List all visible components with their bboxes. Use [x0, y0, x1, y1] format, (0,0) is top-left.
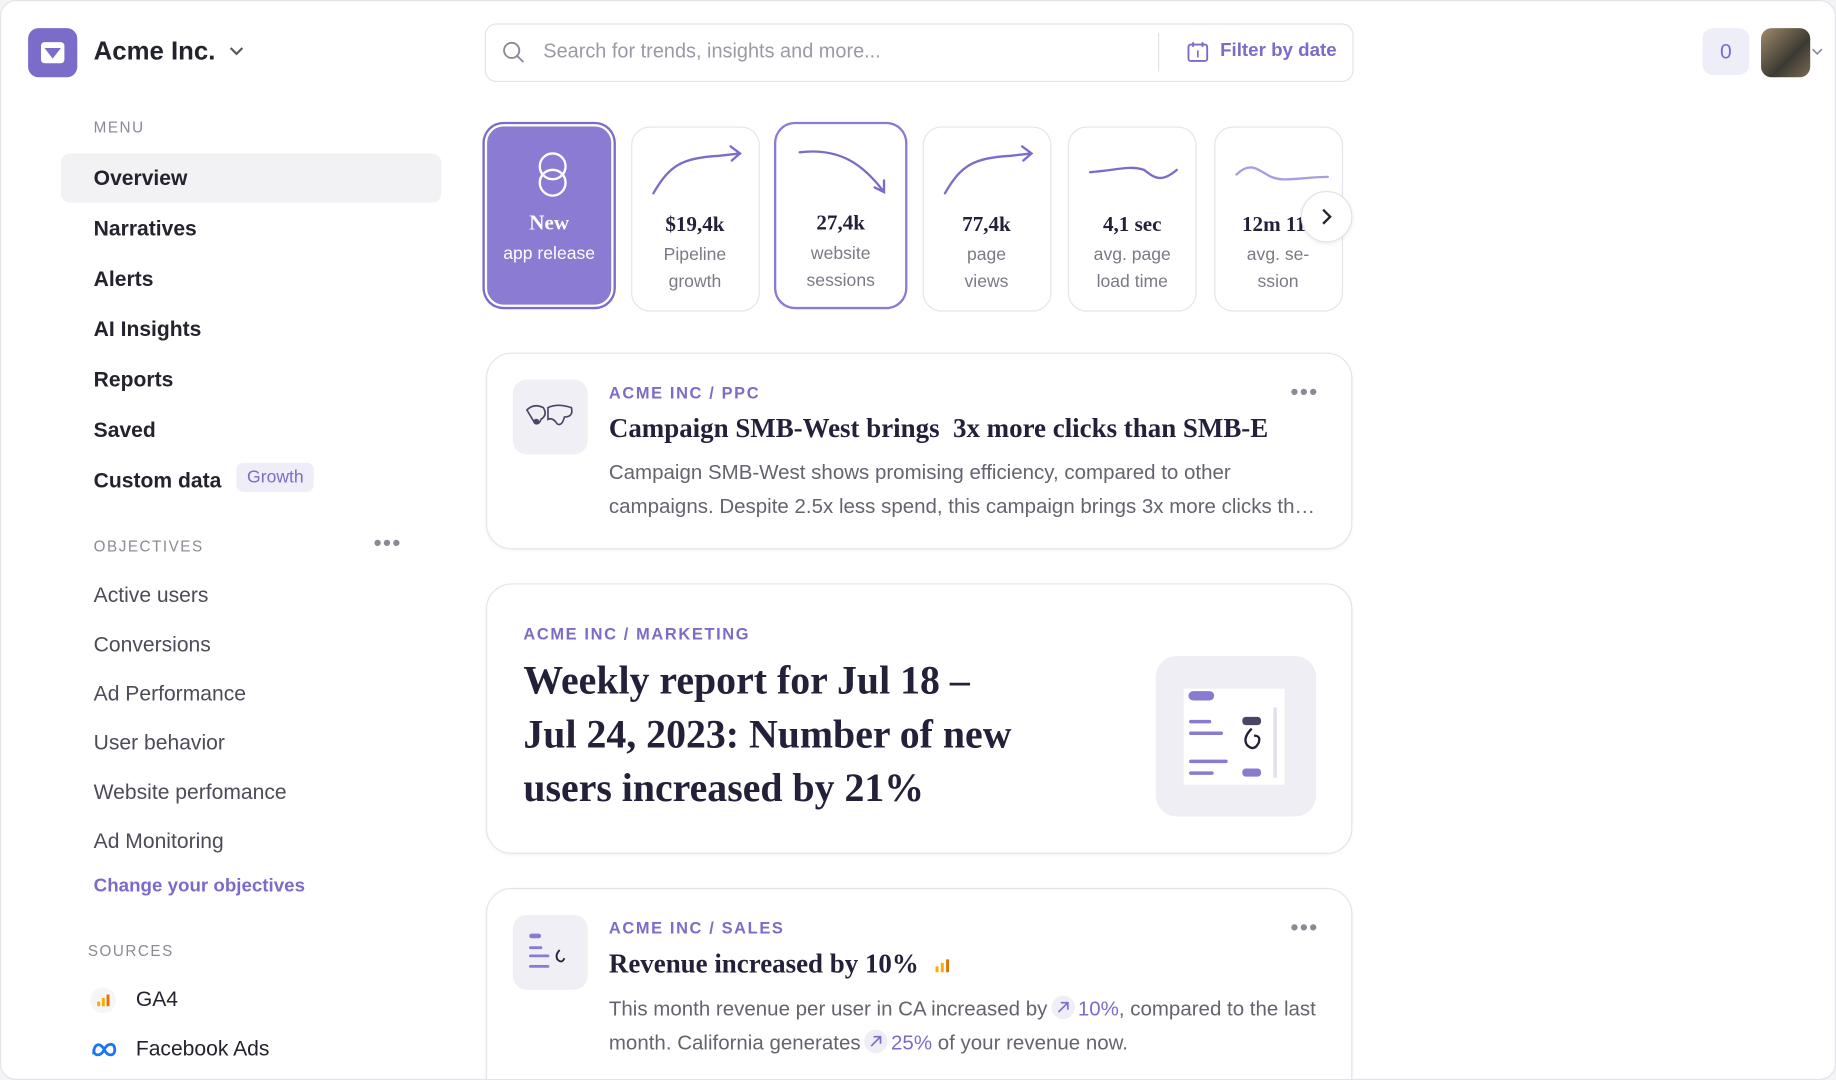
metrics-next-button[interactable]: [1300, 190, 1353, 243]
calendar-icon[interactable]: [1186, 40, 1209, 63]
sparkline: [1088, 166, 1178, 180]
source-item[interactable]: Facebook Ads: [135, 1036, 270, 1061]
menu-item[interactable]: Narratives: [93, 216, 197, 241]
report-drawing: [1183, 688, 1285, 785]
menu-item[interactable]: Alerts: [93, 267, 154, 291]
objective-item[interactable]: Ad Performance: [93, 681, 246, 706]
card-source: ACME INC / PPC: [608, 383, 761, 402]
change-objectives-link[interactable]: Change your objectives: [93, 876, 306, 897]
release-icon: [538, 152, 567, 197]
search-bar[interactable]: [484, 23, 1354, 82]
metric-label: avg. se-ssion dur...: [1246, 244, 1310, 292]
card-body: Campaign SMB-West shows promising effici…: [608, 460, 1318, 518]
body-percent: 25%: [891, 1030, 933, 1055]
map-drawing: [525, 404, 573, 426]
map-icon: [512, 379, 588, 455]
next-icon: [1322, 208, 1332, 225]
metric-value: 27,4k: [816, 210, 866, 235]
up-arrow-icon: [870, 1035, 882, 1047]
menu-item[interactable]: Custom data: [93, 468, 222, 492]
metric-value: 4,1 sec: [1102, 212, 1162, 236]
metric-card[interactable]: 4,1 sec avg. page load time: [1067, 126, 1197, 312]
sources-heading: SOURCES: [87, 941, 174, 960]
metric-label: Pipeline growth: [663, 244, 727, 292]
search-icon: [503, 41, 525, 63]
company-name[interactable]: Acme Inc.: [93, 36, 216, 66]
avatar-chevron[interactable]: [1811, 46, 1823, 58]
body-text: of your revenue now.: [937, 1030, 1128, 1055]
report-icon: [512, 914, 588, 990]
objectives-heading: OBJECTIVES: [93, 537, 204, 556]
search-divider: [1158, 32, 1160, 72]
insight-card[interactable]: ACME INC / SALES ••• Revenue increased b…: [485, 887, 1353, 1079]
card-title: Revenue increased by 10%: [608, 948, 919, 979]
objective-item[interactable]: Ad Monitoring: [93, 829, 224, 853]
sparkline: [943, 145, 1033, 195]
objective-item[interactable]: Active users: [93, 583, 209, 607]
metric-value: $19,4k: [665, 212, 725, 236]
metric-card[interactable]: New app release: [484, 124, 614, 307]
filter-by-date[interactable]: Filter by date: [1220, 40, 1337, 61]
metric-strip: New app release $19,4k Pipeline growth 27,4k…: [479, 118, 1351, 319]
metric-card[interactable]: 77,4k page views: [922, 126, 1051, 312]
menu-item[interactable]: Overview: [93, 166, 188, 190]
logo-icon: [40, 42, 65, 64]
body-text: This month revenue per user in CA increa…: [608, 996, 1048, 1021]
body-percent: 10%: [1077, 996, 1119, 1021]
up-arrow: [864, 1029, 888, 1054]
up-arrow-icon: [1057, 1001, 1069, 1013]
facebook-ads-icon: [92, 1042, 117, 1057]
menu-heading: MENU: [93, 118, 145, 136]
menu-active-bg: [60, 153, 442, 203]
card-more[interactable]: •••: [1290, 379, 1319, 406]
metric-value: 77,4k: [962, 212, 1011, 236]
sparkline: [798, 150, 886, 195]
objective-item[interactable]: Website perfomance: [93, 780, 287, 804]
search-placeholder: Search for trends, insights and more...: [543, 39, 881, 63]
card-title: Campaign SMB-West brings 3x more clicks …: [608, 413, 1269, 443]
metric-label: app release: [503, 243, 596, 264]
logo[interactable]: [28, 28, 78, 78]
avatar[interactable]: [1761, 28, 1811, 78]
objective-item[interactable]: User behavior: [93, 730, 225, 755]
metric-label: website sessions: [806, 243, 875, 291]
metric-label: page views: [964, 244, 1009, 292]
card-more[interactable]: •••: [1290, 914, 1319, 941]
report-icon-drawing: [529, 933, 566, 968]
sparkline: [651, 145, 742, 195]
company-chevron[interactable]: [228, 45, 244, 59]
notification-count[interactable]: 0: [1702, 28, 1750, 75]
body-text: , compared to the last month. California…: [608, 996, 1316, 1055]
source-item[interactable]: GA4: [135, 987, 179, 1011]
menu-item[interactable]: Saved: [93, 418, 156, 442]
insight-card[interactable]: ACME INC / PPC ••• Campaign SMB-West bri…: [485, 352, 1353, 550]
report-card[interactable]: ACME INC / MARKETING Weekly report for J…: [485, 583, 1353, 854]
up-arrow: [1050, 995, 1075, 1020]
objectives-more[interactable]: •••: [373, 530, 402, 557]
growth-badge: Growth: [236, 462, 315, 492]
metric-card[interactable]: $19,4k Pipeline growth: [630, 126, 760, 312]
menu-item[interactable]: AI Insights: [93, 317, 202, 341]
card-body: This month revenue per user in CA increa…: [609, 992, 1335, 1060]
menu-item[interactable]: Reports: [93, 367, 174, 392]
objective-item[interactable]: Conversions: [93, 632, 211, 656]
metric-value: 12m 11s: [1242, 212, 1315, 236]
card-source: ACME INC / MARKETING: [523, 624, 751, 644]
metric-card[interactable]: 27,4k website sessions: [776, 124, 906, 307]
report-illustration: [1155, 655, 1317, 817]
metric-card[interactable]: 12m 11s avg. se-ssion dur...: [1213, 126, 1343, 312]
ga4-small-icon: [935, 959, 950, 973]
ga4-icon: [90, 987, 116, 1014]
sparkline: [1234, 166, 1329, 181]
metric-label: avg. page load time: [1093, 244, 1171, 292]
card-source: ACME INC / SALES: [608, 918, 785, 938]
card-title: Weekly report for Jul 18 – Jul 24, 2023:…: [523, 659, 1012, 811]
metric-value: New: [529, 210, 570, 235]
